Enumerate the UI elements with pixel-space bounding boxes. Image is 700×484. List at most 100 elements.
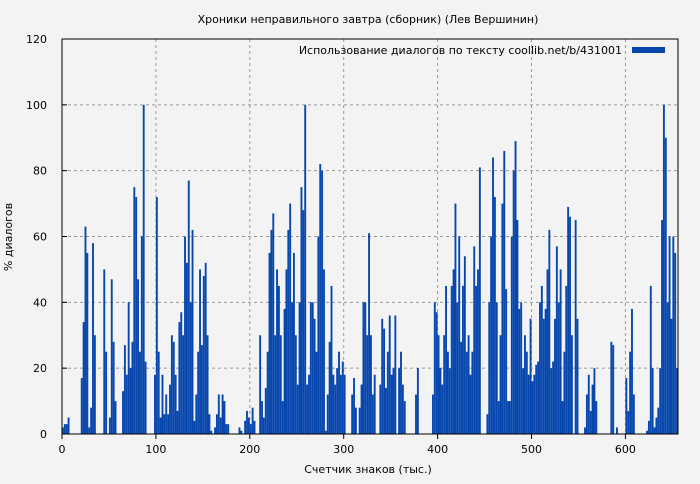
bar xyxy=(670,318,673,434)
bar xyxy=(462,285,464,434)
bar xyxy=(655,417,658,434)
bar xyxy=(445,285,447,434)
bar xyxy=(259,335,262,434)
bar xyxy=(672,236,675,434)
bar xyxy=(371,394,374,434)
bar xyxy=(80,378,83,434)
bar xyxy=(546,269,549,434)
bar xyxy=(127,302,130,434)
bar xyxy=(370,335,372,434)
bar xyxy=(585,394,588,434)
bar xyxy=(157,351,160,434)
bar xyxy=(354,407,357,434)
bar xyxy=(334,384,337,434)
bar xyxy=(110,279,113,434)
bar xyxy=(527,374,530,434)
bar xyxy=(155,197,158,434)
bar xyxy=(108,417,111,434)
bar xyxy=(450,285,453,434)
bar xyxy=(298,302,301,434)
bar xyxy=(170,335,173,434)
bar xyxy=(214,427,216,434)
bar xyxy=(328,341,331,434)
bar xyxy=(447,351,449,434)
bar xyxy=(587,374,590,434)
bar xyxy=(661,220,663,434)
bar xyxy=(503,150,506,434)
bar xyxy=(293,252,295,434)
bar xyxy=(82,322,85,434)
bar xyxy=(165,394,168,434)
y-tick-label: 120 xyxy=(26,33,47,46)
bar xyxy=(114,401,117,434)
bar xyxy=(362,302,365,434)
bar xyxy=(392,368,395,434)
bar xyxy=(443,335,446,434)
bar xyxy=(486,414,489,434)
bar xyxy=(276,269,278,434)
bar xyxy=(189,302,192,434)
x-tick-label: 400 xyxy=(427,443,448,456)
bar xyxy=(651,368,654,434)
bar xyxy=(65,424,68,434)
bar xyxy=(139,351,141,434)
bar xyxy=(182,335,185,434)
bar xyxy=(416,368,419,434)
bar xyxy=(62,427,64,434)
bar xyxy=(627,410,630,434)
bar xyxy=(336,368,339,434)
bar xyxy=(662,104,665,434)
bar xyxy=(616,427,618,434)
bar xyxy=(306,384,309,434)
bar xyxy=(510,236,513,434)
bar xyxy=(488,302,491,434)
bar xyxy=(103,269,106,434)
bar xyxy=(321,170,324,434)
bar xyxy=(272,213,275,434)
bar xyxy=(178,322,181,434)
bar xyxy=(512,170,515,434)
bar xyxy=(646,430,648,434)
ticks: 0 20 40 60 80 100 120 0 100 200 300 400 500 600 xyxy=(26,33,636,456)
bar xyxy=(437,335,440,434)
bar xyxy=(174,374,177,434)
bar xyxy=(326,394,329,434)
bar xyxy=(144,361,147,434)
bar xyxy=(567,206,570,434)
bar xyxy=(666,302,669,434)
bar xyxy=(552,361,555,434)
bar xyxy=(664,137,667,434)
bar xyxy=(311,302,314,434)
bar xyxy=(668,236,671,434)
bar xyxy=(264,387,267,434)
bar xyxy=(332,374,335,434)
bar xyxy=(193,420,196,434)
bar xyxy=(535,364,538,434)
bar xyxy=(539,302,541,434)
bar xyxy=(92,243,94,434)
legend: Использование диалогов по тексту coollib… xyxy=(299,44,665,57)
bar xyxy=(471,351,474,434)
bar xyxy=(463,256,466,434)
bar xyxy=(343,374,346,434)
bar xyxy=(591,384,594,434)
bar xyxy=(501,203,504,434)
bar xyxy=(200,345,203,434)
bar xyxy=(452,269,455,434)
bar xyxy=(554,318,556,434)
bar xyxy=(238,427,241,434)
bar xyxy=(379,384,382,434)
bar xyxy=(394,315,397,434)
bar xyxy=(330,285,333,434)
bar xyxy=(247,417,250,434)
bar xyxy=(456,302,459,434)
bar xyxy=(403,401,406,434)
bar xyxy=(467,335,470,434)
bar xyxy=(529,318,532,434)
bar xyxy=(525,351,528,434)
bar xyxy=(197,351,200,434)
bar xyxy=(223,401,226,434)
chart-title: Хроники неправильного завтра (сборник) (… xyxy=(198,13,539,26)
bar xyxy=(550,368,553,434)
bar xyxy=(313,318,316,434)
